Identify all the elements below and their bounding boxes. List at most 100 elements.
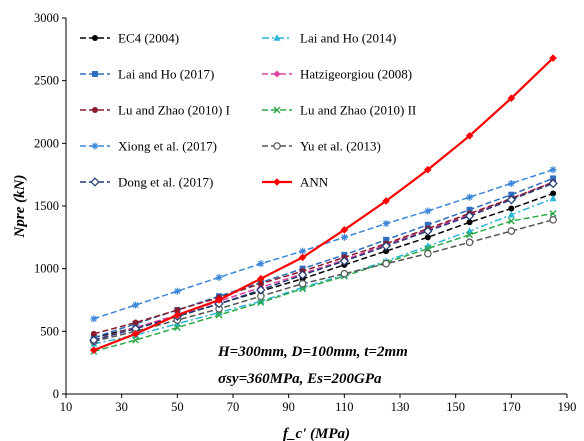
- annotation: H=300mm, D=100mm, t=2mm σsy=360MPa, Es=2…: [217, 344, 408, 387]
- legend-label: Lai and Ho (2017): [118, 67, 214, 82]
- data-point: [215, 296, 223, 304]
- series-line: [93, 177, 554, 339]
- data-point: [381, 241, 391, 251]
- series-line: [93, 57, 554, 352]
- series-line: [93, 219, 554, 343]
- data-point: [382, 197, 390, 205]
- x-tick-label: 110: [335, 400, 353, 414]
- y-tick-label: 3000: [34, 11, 59, 25]
- data-point: [466, 219, 473, 226]
- data-point: [257, 299, 265, 307]
- x-tick-label: 50: [171, 400, 184, 414]
- series-line: [93, 181, 554, 341]
- axes: 10 30 50 70 90 110 130 150 170 190 0 500 1000 1500 200…: [12, 11, 576, 441]
- series-line: [93, 212, 554, 353]
- data-point: [465, 132, 474, 140]
- data-point: [424, 221, 431, 228]
- legend-label: Yu et al. (2013): [300, 139, 381, 154]
- data-point: [506, 195, 516, 205]
- data-point: [92, 71, 98, 77]
- y-axis-title: Npre (kN): [12, 175, 28, 239]
- legend-label: Lu and Zhao (2010) I: [118, 103, 230, 118]
- data-point: [549, 215, 557, 224]
- legend-item: Lai and Ho (2017): [80, 67, 214, 82]
- y-tick-label: 2500: [34, 74, 59, 88]
- data-point: [173, 287, 181, 295]
- data-point: [298, 253, 307, 262]
- data-point: [465, 238, 474, 247]
- data-point: [90, 330, 97, 337]
- x-tick-label: 190: [558, 400, 577, 414]
- x-tick-label: 70: [227, 400, 240, 414]
- data-point: [92, 35, 98, 41]
- data-point: [550, 190, 557, 197]
- data-point: [424, 165, 432, 174]
- series-5: [90, 210, 557, 355]
- legend-item: Hatzigeorgiou (2008): [262, 67, 412, 82]
- data-point: [273, 178, 281, 186]
- data-point: [90, 177, 100, 187]
- data-point: [273, 34, 281, 41]
- data-point: [257, 260, 265, 268]
- y-tick-label: 2000: [34, 136, 59, 150]
- legend-item: EC4 (2004): [80, 31, 179, 46]
- data-point: [340, 269, 349, 278]
- data-point: [507, 210, 515, 218]
- x-tick-label: 130: [391, 400, 410, 414]
- data-point: [549, 194, 557, 202]
- data-point: [131, 330, 140, 338]
- annotation-line-2: σsy=360MPa, Es=200GPa: [218, 371, 382, 387]
- series-9: [90, 54, 557, 354]
- data-point: [383, 236, 390, 243]
- series-line: [93, 182, 554, 341]
- data-point: [548, 178, 558, 189]
- data-point: [299, 247, 307, 255]
- annotation-line-1: H=300mm, D=100mm, t=2mm: [217, 344, 408, 360]
- series-line: [93, 181, 554, 335]
- series-8: [89, 178, 558, 345]
- x-axis-title: f_c' (MPa): [283, 426, 350, 441]
- x-tick-label: 170: [502, 400, 521, 414]
- data-point: [215, 273, 223, 281]
- series-layer: [89, 54, 558, 355]
- data-point: [90, 315, 98, 323]
- y-tick-label: 0: [53, 387, 59, 401]
- data-point: [256, 285, 266, 295]
- data-point: [424, 207, 432, 215]
- legend-item: Yu et al. (2013): [262, 139, 381, 154]
- data-point: [549, 210, 557, 218]
- data-point: [507, 217, 515, 225]
- data-point: [507, 227, 516, 235]
- data-point: [508, 205, 515, 212]
- legend-item: ANN: [262, 175, 329, 190]
- data-point: [173, 311, 182, 319]
- data-point: [298, 279, 307, 288]
- data-point: [92, 107, 98, 113]
- series-line: [93, 197, 554, 345]
- data-point: [273, 70, 281, 78]
- legend-item: Xiong et al. (2017): [80, 139, 217, 154]
- data-point: [383, 248, 390, 255]
- legend-label: Xiong et al. (2017): [118, 139, 217, 154]
- data-point: [297, 270, 308, 280]
- legend-item: Lai and Ho (2014): [262, 31, 396, 46]
- data-point: [173, 324, 181, 332]
- data-point: [466, 231, 474, 239]
- series-line: [93, 192, 554, 339]
- y-tick-label: 1500: [34, 199, 59, 213]
- data-point: [424, 249, 432, 258]
- data-point: [89, 335, 99, 345]
- data-point: [132, 301, 140, 309]
- data-point: [174, 307, 181, 314]
- data-point: [382, 220, 390, 228]
- data-point: [508, 191, 515, 198]
- x-tick-label: 90: [282, 400, 295, 414]
- x-tick-label: 30: [115, 400, 128, 414]
- series-6: [90, 166, 557, 323]
- data-point: [132, 319, 139, 326]
- data-point: [423, 226, 433, 236]
- x-tick-label: 10: [60, 400, 73, 414]
- legend: EC4 (2004) Lai and Ho (2014) Lai and Ho (2…: [80, 31, 416, 190]
- data-point: [339, 256, 349, 266]
- data-point: [91, 142, 99, 150]
